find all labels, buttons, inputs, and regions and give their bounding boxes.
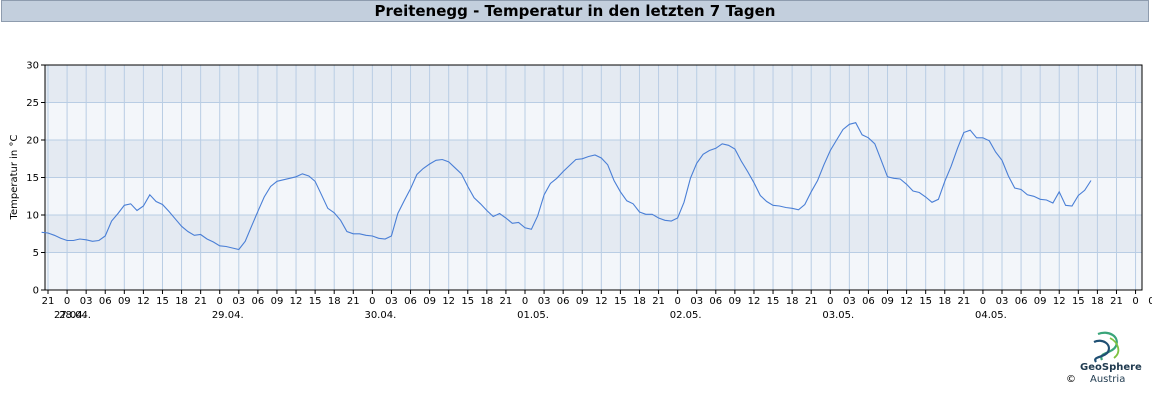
copyright-mark: © <box>1066 374 1076 385</box>
x-tick-label: 15 <box>156 296 169 307</box>
x-tick-label: 21 <box>1110 296 1123 307</box>
x-date-label: 28.04. <box>59 310 91 321</box>
logo-subtitle: Austria <box>1090 374 1126 385</box>
x-tick-label: 03 <box>690 296 703 307</box>
x-tick-label: 03 <box>1148 296 1152 307</box>
x-tick-label: 03 <box>232 296 245 307</box>
x-tick-label: 09 <box>1034 296 1047 307</box>
y-axis-label: Temperatur in °C <box>9 135 20 221</box>
x-tick-label: 18 <box>480 296 493 307</box>
x-tick-label: 12 <box>137 296 150 307</box>
x-tick-label: 12 <box>595 296 608 307</box>
x-tick-label: 09 <box>423 296 436 307</box>
x-tick-label: 06 <box>862 296 875 307</box>
x-date-label: 02.05. <box>670 310 702 321</box>
y-tick-label: 10 <box>26 211 39 222</box>
plot-band <box>45 215 1142 253</box>
x-tick-label: 09 <box>729 296 742 307</box>
x-tick-label: 03 <box>80 296 93 307</box>
x-date-label: 03.05. <box>822 310 854 321</box>
logo-name: GeoSphere <box>1080 362 1142 373</box>
x-tick-label: 15 <box>461 296 474 307</box>
x-tick-label: 15 <box>1072 296 1085 307</box>
x-date-label: 01.05. <box>517 310 549 321</box>
x-tick-label: 12 <box>900 296 913 307</box>
x-tick-label: 12 <box>748 296 761 307</box>
x-tick-label: 18 <box>328 296 341 307</box>
x-tick-label: 21 <box>42 296 55 307</box>
plot-band <box>45 140 1142 178</box>
plot-band <box>45 177 1142 215</box>
x-tick-label: 15 <box>767 296 780 307</box>
y-tick-label: 5 <box>33 248 39 259</box>
x-tick-label: 12 <box>442 296 455 307</box>
y-tick-label: 30 <box>26 61 39 72</box>
x-tick-label: 0 <box>369 296 375 307</box>
x-tick-label: 09 <box>881 296 894 307</box>
x-tick-label: 03 <box>996 296 1009 307</box>
x-tick-label: 21 <box>194 296 207 307</box>
x-tick-label: 0 <box>827 296 833 307</box>
x-tick-label: 18 <box>175 296 188 307</box>
x-tick-label: 21 <box>500 296 513 307</box>
x-tick-label: 15 <box>919 296 932 307</box>
x-tick-label: 03 <box>538 296 551 307</box>
x-tick-label: 06 <box>709 296 722 307</box>
plot-band <box>45 252 1142 290</box>
x-tick-label: 18 <box>633 296 646 307</box>
chart-title: Preitenegg - Temperatur in den letzten 7… <box>1 0 1149 22</box>
x-tick-label: 06 <box>404 296 417 307</box>
x-tick-label: 12 <box>290 296 303 307</box>
x-tick-label: 06 <box>99 296 112 307</box>
x-tick-label: 21 <box>957 296 970 307</box>
x-tick-label: 12 <box>1053 296 1066 307</box>
y-tick-label: 25 <box>26 98 39 109</box>
x-tick-label: 0 <box>1132 296 1138 307</box>
x-tick-label: 03 <box>385 296 398 307</box>
x-tick-label: 15 <box>614 296 627 307</box>
series-line-temperature <box>41 122 1092 251</box>
x-tick-label: 09 <box>271 296 284 307</box>
x-tick-label: 18 <box>938 296 951 307</box>
x-tick-label: 0 <box>64 296 70 307</box>
plot-band <box>45 102 1142 140</box>
y-tick-label: 15 <box>26 173 39 184</box>
plot-band <box>45 65 1142 103</box>
x-tick-label: 0 <box>217 296 223 307</box>
y-tick-label: 0 <box>33 286 39 297</box>
x-date-label: 29.04. <box>212 310 244 321</box>
x-date-label: 30.04. <box>364 310 396 321</box>
x-tick-label: 06 <box>252 296 265 307</box>
geosphere-logo-icon <box>1093 331 1120 363</box>
y-tick-label: 20 <box>26 136 39 147</box>
x-date-label: 04.05. <box>975 310 1007 321</box>
y-axis-ticks: 0 5 10 15 20 25 30 <box>26 61 45 297</box>
x-axis-ticks: 21 0 03 06 09 12 15 18 21 0 03 06 09 12 15 18 21 0 03 06 09 1… <box>42 290 1152 321</box>
x-tick-label: 21 <box>805 296 818 307</box>
x-tick-label: 18 <box>1091 296 1104 307</box>
x-tick-label: 03 <box>843 296 856 307</box>
x-tick-label: 0 <box>980 296 986 307</box>
x-tick-label: 0 <box>522 296 528 307</box>
x-tick-label: 06 <box>1015 296 1028 307</box>
x-tick-label: 21 <box>652 296 665 307</box>
x-date-label: 27.04. <box>54 310 86 321</box>
x-tick-label: 09 <box>576 296 589 307</box>
x-tick-label: 0 <box>674 296 680 307</box>
x-tick-label: 21 <box>347 296 360 307</box>
x-tick-label: 18 <box>786 296 799 307</box>
plot-bands <box>45 65 1142 290</box>
x-tick-label: 09 <box>118 296 131 307</box>
x-tick-label: 15 <box>309 296 322 307</box>
x-tick-label: 06 <box>557 296 570 307</box>
